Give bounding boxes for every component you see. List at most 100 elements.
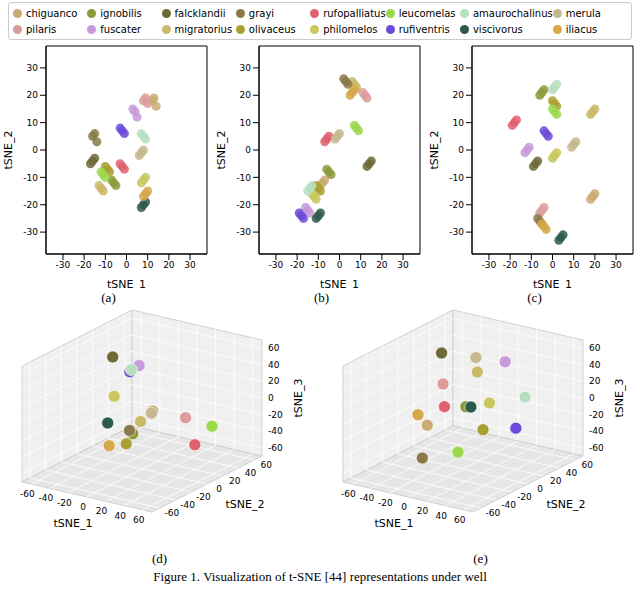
svg-text:-20: -20 (196, 492, 211, 502)
svg-text:10: 10 (142, 260, 154, 270)
svg-text:tSNE_2: tSNE_2 (547, 498, 586, 511)
svg-text:-20: -20 (503, 260, 518, 270)
svg-text:-20: -20 (290, 260, 305, 270)
svg-text:30: 30 (610, 260, 622, 270)
svg-text:tSNE_1: tSNE_1 (375, 517, 414, 530)
svg-text:20: 20 (268, 376, 280, 386)
svg-text:60: 60 (268, 343, 280, 353)
svg-text:-60: -60 (589, 443, 604, 453)
svg-text:10: 10 (453, 118, 465, 128)
html-text:(a): (a) (101, 290, 116, 305)
svg-text:-30: -30 (269, 260, 284, 270)
svg-text:tSNE_3: tSNE_3 (613, 379, 626, 418)
svg-text:40: 40 (566, 468, 578, 478)
svg-text:20: 20 (453, 90, 465, 100)
svg-text:-20: -20 (449, 200, 464, 210)
html-text:(c): (c) (527, 290, 542, 305)
svg-text:40: 40 (268, 360, 280, 370)
svg-text:20: 20 (589, 376, 601, 386)
svg-text:-10: -10 (524, 260, 539, 270)
svg-text:-10: -10 (449, 173, 464, 183)
svg-text:-10: -10 (23, 173, 38, 183)
svg-text:0: 0 (268, 393, 274, 403)
svg-text:30: 30 (184, 260, 196, 270)
svg-text:-40: -40 (180, 500, 195, 510)
svg-text:-30: -30 (482, 260, 497, 270)
svg-text:0: 0 (550, 260, 556, 270)
svg-text:-10: -10 (98, 260, 113, 270)
svg-text:-60: -60 (165, 508, 180, 518)
svg-text:-20: -20 (517, 492, 532, 502)
svg-text:0: 0 (401, 502, 407, 512)
svg-text:40: 40 (114, 511, 126, 521)
svg-text:0: 0 (216, 484, 222, 494)
svg-text:10: 10 (240, 118, 252, 128)
svg-text:tSNE_1: tSNE_1 (533, 278, 572, 290)
svg-text:tSNE_2: tSNE_2 (215, 131, 228, 170)
svg-text:tSNE_2: tSNE_2 (226, 498, 265, 511)
svg-text:tSNE_1: tSNE_1 (107, 278, 146, 290)
svg-text:-20: -20 (268, 410, 283, 420)
svg-text:-40: -40 (589, 426, 604, 436)
svg-text:30: 30 (27, 63, 39, 73)
svg-text:0: 0 (124, 260, 130, 270)
html-text:(d): (d) (151, 551, 168, 566)
svg-text:-40: -40 (360, 493, 375, 503)
svg-text:60: 60 (260, 460, 272, 470)
svg-text:-30: -30 (449, 227, 464, 237)
svg-text:20: 20 (229, 476, 241, 486)
svg-text:20: 20 (417, 506, 429, 516)
svg-text:tSNE_1: tSNE_1 (54, 517, 93, 530)
svg-text:10: 10 (568, 260, 580, 270)
svg-text:-10: -10 (236, 173, 251, 183)
svg-text:60: 60 (133, 515, 145, 525)
svg-text:60: 60 (581, 460, 593, 470)
svg-text:-60: -60 (20, 489, 35, 499)
svg-text:10: 10 (27, 118, 39, 128)
svg-text:-40: -40 (268, 426, 283, 436)
svg-text:-20: -20 (23, 200, 38, 210)
svg-text:20: 20 (376, 260, 388, 270)
svg-text:0: 0 (245, 145, 251, 155)
svg-text:0: 0 (537, 484, 543, 494)
svg-text:-30: -30 (236, 227, 251, 237)
svg-text:-20: -20 (57, 498, 72, 508)
svg-text:40: 40 (589, 360, 601, 370)
svg-text:30: 30 (453, 63, 465, 73)
svg-text:40: 40 (245, 468, 257, 478)
svg-text:-20: -20 (236, 200, 251, 210)
svg-text:60: 60 (589, 343, 601, 353)
svg-text:30: 30 (240, 63, 252, 73)
svg-text:-40: -40 (501, 500, 516, 510)
svg-text:0: 0 (32, 145, 38, 155)
svg-text:20: 20 (240, 90, 252, 100)
svg-text:20: 20 (27, 90, 39, 100)
svg-text:30: 30 (397, 260, 409, 270)
svg-text:tSNE_3: tSNE_3 (292, 379, 305, 418)
svg-text:-30: -30 (23, 227, 38, 237)
svg-text:0: 0 (80, 502, 86, 512)
svg-text:tSNE_2: tSNE_2 (8, 131, 15, 170)
svg-text:10: 10 (355, 260, 367, 270)
svg-text:60: 60 (454, 515, 466, 525)
svg-text:-10: -10 (311, 260, 326, 270)
svg-text:20: 20 (96, 506, 108, 516)
svg-text:-20: -20 (378, 498, 393, 508)
svg-text:-40: -40 (39, 493, 54, 503)
svg-text:-20: -20 (77, 260, 92, 270)
svg-text:20: 20 (550, 476, 562, 486)
svg-text:20: 20 (589, 260, 601, 270)
svg-text:20: 20 (163, 260, 175, 270)
svg-text:-60: -60 (486, 508, 501, 518)
svg-text:tSNE_2: tSNE_2 (428, 131, 441, 170)
svg-text:0: 0 (458, 145, 464, 155)
svg-text:-60: -60 (341, 489, 356, 499)
svg-text:40: 40 (435, 511, 447, 521)
svg-text:-20: -20 (589, 410, 604, 420)
svg-text:-60: -60 (268, 443, 283, 453)
svg-text:0: 0 (589, 393, 595, 403)
svg-text:tSNE_1: tSNE_1 (320, 278, 359, 290)
html-text:(b): (b) (313, 290, 330, 305)
svg-text:0: 0 (337, 260, 343, 270)
svg-text:-30: -30 (56, 260, 71, 270)
